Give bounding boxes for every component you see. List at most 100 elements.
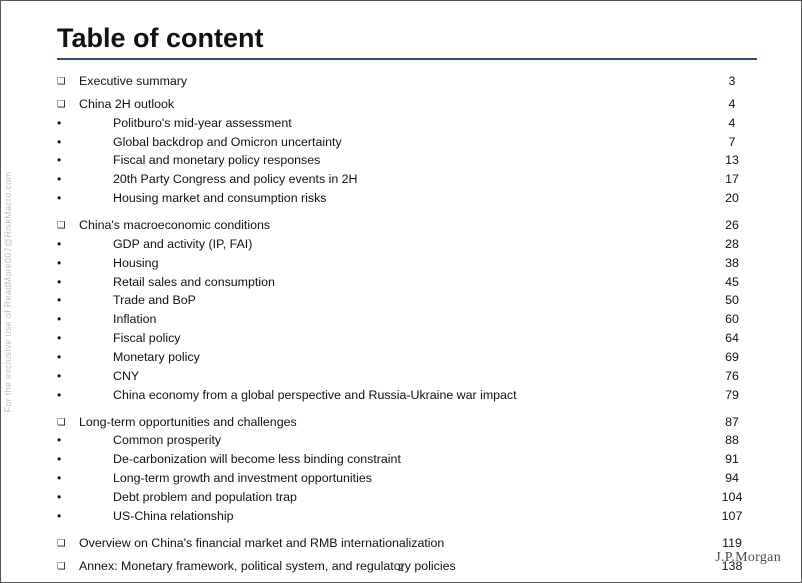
toc-item-page: 88 <box>707 432 757 450</box>
square-bullet-icon: ❑ <box>57 95 79 113</box>
toc-item-page: 4 <box>707 115 757 133</box>
page-title: Table of content <box>57 23 757 54</box>
toc-item-page: 13 <box>707 152 757 170</box>
toc-item-row: •China economy from a global perspective… <box>57 386 757 405</box>
toc-item-row: •Debt problem and population trap104 <box>57 488 757 507</box>
dot-bullet-icon: • <box>57 170 79 188</box>
dot-bullet-icon: • <box>57 114 79 132</box>
toc-item-label: Retail sales and consumption <box>79 274 707 292</box>
toc-section-row: ❑Overview on China's financial market an… <box>57 530 757 553</box>
toc-item-label: China economy from a global perspective … <box>79 387 707 405</box>
dot-bullet-icon: • <box>57 254 79 272</box>
dot-bullet-icon: • <box>57 488 79 506</box>
toc-item-row: •Housing38 <box>57 254 757 273</box>
toc-item-label: Long-term growth and investment opportun… <box>79 470 707 488</box>
toc-item-label: Debt problem and population trap <box>79 489 707 507</box>
toc-item-label: 20th Party Congress and policy events in… <box>79 171 707 189</box>
dot-bullet-icon: • <box>57 329 79 347</box>
dot-bullet-icon: • <box>57 367 79 385</box>
toc-item-page: 17 <box>707 171 757 189</box>
toc-item-page: 50 <box>707 292 757 310</box>
toc-item-label: Trade and BoP <box>79 292 707 310</box>
toc-item-label: Global backdrop and Omicron uncertainty <box>79 134 707 152</box>
dot-bullet-icon: • <box>57 450 79 468</box>
toc-section-page: 3 <box>707 73 757 91</box>
toc-item-label: GDP and activity (IP, FAI) <box>79 236 707 254</box>
toc-section-page: 4 <box>707 96 757 114</box>
dot-bullet-icon: • <box>57 507 79 525</box>
toc-section-row: ❑Executive summary3 <box>57 68 757 91</box>
toc-item-label: Common prosperity <box>79 432 707 450</box>
toc-item-row: •Common prosperity88 <box>57 431 757 450</box>
toc-item-row: •Global backdrop and Omicron uncertainty… <box>57 133 757 152</box>
title-rule <box>57 58 757 60</box>
toc-item-row: •Monetary policy69 <box>57 348 757 367</box>
toc-section-page: 26 <box>707 217 757 235</box>
toc-item-page: 79 <box>707 387 757 405</box>
dot-bullet-icon: • <box>57 189 79 207</box>
square-bullet-icon: ❑ <box>57 413 79 431</box>
toc-item-page: 60 <box>707 311 757 329</box>
square-bullet-icon: ❑ <box>57 216 79 234</box>
dot-bullet-icon: • <box>57 348 79 366</box>
toc-item-row: •20th Party Congress and policy events i… <box>57 170 757 189</box>
dot-bullet-icon: • <box>57 431 79 449</box>
toc-section-row: ❑China's macroeconomic conditions26 <box>57 212 757 235</box>
toc-item-label: Fiscal policy <box>79 330 707 348</box>
toc-item-page: 76 <box>707 368 757 386</box>
square-bullet-icon: ❑ <box>57 72 79 90</box>
toc-item-row: •US-China relationship107 <box>57 507 757 526</box>
toc-item-label: Fiscal and monetary policy responses <box>79 152 707 170</box>
toc-item-row: •GDP and activity (IP, FAI)28 <box>57 235 757 254</box>
toc-section-row: ❑China 2H outlook4 <box>57 91 757 114</box>
dot-bullet-icon: • <box>57 273 79 291</box>
dot-bullet-icon: • <box>57 291 79 309</box>
toc-item-label: Housing market and consumption risks <box>79 190 707 208</box>
toc-item-page: 104 <box>707 489 757 507</box>
toc-item-page: 28 <box>707 236 757 254</box>
toc-item-row: •Fiscal policy64 <box>57 329 757 348</box>
page-number: 2 <box>1 562 801 574</box>
toc-item-page: 38 <box>707 255 757 273</box>
toc-item-label: CNY <box>79 368 707 386</box>
square-bullet-icon: ❑ <box>57 534 79 552</box>
toc-item-page: 91 <box>707 451 757 469</box>
toc-section-row: ❑Long-term opportunities and challenges8… <box>57 409 757 432</box>
brand-logo: J.P.Morgan <box>715 550 781 566</box>
toc-item-label: Monetary policy <box>79 349 707 367</box>
toc-item-label: De-carbonization will become less bindin… <box>79 451 707 469</box>
toc-item-row: •Trade and BoP50 <box>57 291 757 310</box>
toc-item-row: •Retail sales and consumption45 <box>57 273 757 292</box>
toc-item-page: 94 <box>707 470 757 488</box>
toc-section-label: Executive summary <box>79 73 707 91</box>
toc-item-page: 69 <box>707 349 757 367</box>
dot-bullet-icon: • <box>57 310 79 328</box>
toc-item-row: •Inflation60 <box>57 310 757 329</box>
toc-item-row: •CNY76 <box>57 367 757 386</box>
page-container: Table of content ❑Executive summary3❑Chi… <box>1 1 801 582</box>
toc-item-row: •Long-term growth and investment opportu… <box>57 469 757 488</box>
toc-item-page: 7 <box>707 134 757 152</box>
toc-item-label: Politburo's mid-year assessment <box>79 115 707 133</box>
toc-item-label: Inflation <box>79 311 707 329</box>
toc-item-row: •Fiscal and monetary policy responses13 <box>57 151 757 170</box>
toc-item-row: •Politburo's mid-year assessment4 <box>57 114 757 133</box>
table-of-contents: ❑Executive summary3❑China 2H outlook4•Po… <box>57 68 757 575</box>
toc-section-label: China 2H outlook <box>79 96 707 114</box>
toc-item-page: 107 <box>707 508 757 526</box>
toc-section-page: 87 <box>707 414 757 432</box>
toc-section-label: Long-term opportunities and challenges <box>79 414 707 432</box>
dot-bullet-icon: • <box>57 235 79 253</box>
dot-bullet-icon: • <box>57 151 79 169</box>
toc-item-row: •Housing market and consumption risks20 <box>57 189 757 208</box>
toc-item-page: 45 <box>707 274 757 292</box>
toc-item-label: Housing <box>79 255 707 273</box>
dot-bullet-icon: • <box>57 469 79 487</box>
dot-bullet-icon: • <box>57 133 79 151</box>
toc-section-label: Overview on China's financial market and… <box>79 535 707 553</box>
toc-item-label: US-China relationship <box>79 508 707 526</box>
toc-item-page: 64 <box>707 330 757 348</box>
toc-item-page: 20 <box>707 190 757 208</box>
toc-section-label: China's macroeconomic conditions <box>79 217 707 235</box>
dot-bullet-icon: • <box>57 386 79 404</box>
